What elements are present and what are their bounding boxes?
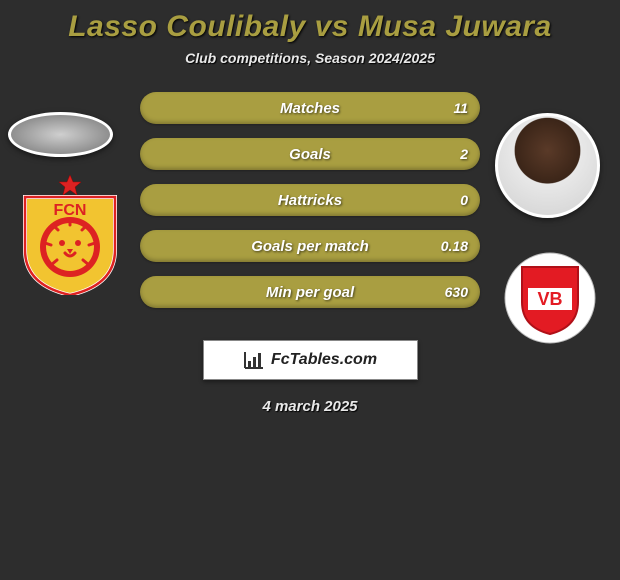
stat-row: Goals 2 bbox=[140, 138, 480, 170]
stat-label: Matches bbox=[280, 100, 340, 117]
stat-right-value: 2 bbox=[460, 146, 468, 162]
fctables-badge: FcTables.com bbox=[203, 340, 418, 380]
infographic-root: Lasso Coulibaly vs Musa Juwara Club comp… bbox=[0, 0, 620, 415]
stat-label: Hattricks bbox=[278, 192, 342, 209]
player-right-photo bbox=[495, 113, 600, 218]
fctables-label: FcTables.com bbox=[271, 351, 377, 369]
svg-text:VB: VB bbox=[537, 289, 562, 309]
fcn-shield-icon: FCN bbox=[15, 175, 125, 295]
club-left-badge: FCN bbox=[15, 175, 125, 300]
stat-row: Goals per match 0.18 bbox=[140, 230, 480, 262]
stat-label: Min per goal bbox=[266, 284, 354, 301]
stat-right-value: 630 bbox=[445, 284, 468, 300]
club-right-badge: VB bbox=[500, 252, 600, 344]
stat-row: Hattricks 0 bbox=[140, 184, 480, 216]
stat-right-value: 0 bbox=[460, 192, 468, 208]
stat-row: Min per goal 630 bbox=[140, 276, 480, 308]
stat-label: Goals bbox=[289, 146, 331, 163]
chart-icon bbox=[243, 350, 265, 370]
stat-label: Goals per match bbox=[251, 238, 369, 255]
date-text: 4 march 2025 bbox=[262, 398, 357, 415]
player-left-photo bbox=[8, 112, 113, 157]
vb-shield-icon: VB bbox=[500, 252, 600, 344]
stat-right-value: 11 bbox=[453, 100, 468, 116]
stat-row: Matches 11 bbox=[140, 92, 480, 124]
subtitle: Club competitions, Season 2024/2025 bbox=[185, 50, 435, 66]
title: Lasso Coulibaly vs Musa Juwara bbox=[68, 10, 552, 44]
stat-bars: Matches 11 Goals 2 Hattricks 0 Goals per match… bbox=[140, 92, 480, 308]
stat-right-value: 0.18 bbox=[441, 238, 468, 254]
svg-text:FCN: FCN bbox=[54, 202, 87, 219]
